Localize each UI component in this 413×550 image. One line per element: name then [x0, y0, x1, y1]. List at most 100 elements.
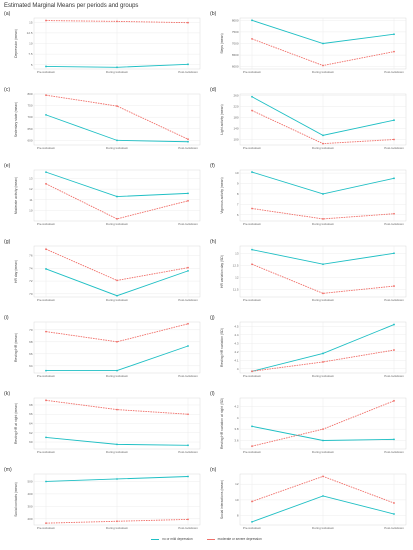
- y-tick-label: 10: [235, 171, 239, 175]
- panel-label: (n): [210, 467, 217, 473]
- y-tick-label: 4.4: [234, 333, 239, 337]
- data-point: [45, 171, 47, 174]
- y-tick-label: 140: [233, 126, 238, 130]
- x-tick-label: Post-lockdown: [384, 222, 404, 226]
- data-point: [322, 263, 324, 266]
- y-tick-label: 10: [235, 498, 239, 502]
- panel-label: (j): [210, 315, 215, 321]
- x-tick-label: During lockdown: [106, 526, 129, 530]
- data-point: [322, 193, 324, 195]
- data-point: [322, 428, 324, 431]
- data-point: [116, 105, 118, 107]
- data-point: [187, 63, 189, 66]
- y-tick-label: 3.8: [234, 427, 239, 431]
- x-tick-label: During lockdown: [312, 298, 335, 302]
- data-point: [393, 502, 395, 504]
- data-point: [187, 138, 189, 141]
- panel-label: (c): [4, 87, 10, 93]
- data-point: [251, 520, 253, 523]
- y-tick-label: 74: [29, 266, 33, 270]
- chart-panel: (h) 11.5 12 12.5 13 Pre-lockdown During lockdo…: [210, 239, 407, 302]
- y-tick-label: 68: [29, 403, 33, 407]
- data-point: [322, 218, 324, 220]
- panel-label: (k): [4, 391, 10, 397]
- series-line: [251, 349, 395, 372]
- chart-panel: (g) 70 72 74 76 Pre-lockdown During lockdown Po…: [4, 239, 201, 302]
- data-point: [251, 207, 253, 210]
- y-axis-title: Resting HR variation (SD): [220, 328, 224, 367]
- data-point: [45, 268, 47, 270]
- y-tick-label: 64: [29, 422, 33, 426]
- y-tick-label: 11.5: [233, 288, 239, 292]
- chart-panel: (k) 60 62 64 66 68 Pre-lockdown During lockdown…: [4, 391, 201, 454]
- x-tick-label: Post-lockdown: [178, 70, 198, 74]
- y-tick-label: 400: [27, 492, 32, 496]
- series-line: [251, 263, 395, 294]
- y-tick-label: 12: [29, 187, 33, 191]
- x-tick-label: Post-lockdown: [178, 374, 198, 378]
- data-point: [187, 444, 189, 447]
- data-point: [187, 475, 189, 478]
- series-line: [45, 323, 189, 343]
- y-axis-title: Steps (mean): [220, 33, 224, 53]
- data-point: [187, 140, 189, 143]
- y-axis-title: Light activity (mean): [220, 104, 224, 134]
- data-point: [116, 20, 118, 23]
- y-tick-label: 4: [237, 416, 239, 420]
- y-tick-label: 4.2: [234, 350, 239, 354]
- x-tick-label: During lockdown: [106, 70, 129, 74]
- y-tick-label: 72: [29, 279, 33, 283]
- x-tick-label: During lockdown: [106, 374, 129, 378]
- panel-label: (h): [210, 239, 217, 245]
- data-point: [251, 19, 253, 22]
- x-tick-label: Post-lockdown: [178, 222, 198, 226]
- y-tick-label: 7500: [232, 30, 239, 34]
- y-tick-label: 260: [233, 93, 238, 97]
- series-line: [45, 94, 189, 140]
- data-point: [45, 522, 47, 525]
- y-axis-title: Resting HR (mean): [14, 333, 18, 362]
- data-point: [393, 285, 395, 287]
- data-point: [116, 294, 118, 297]
- y-tick-label: 68: [29, 340, 33, 344]
- data-point: [116, 217, 118, 220]
- y-tick-label: 180: [233, 115, 238, 119]
- y-tick-label: 9: [237, 182, 239, 186]
- chart-panel: (a) 5 7.5 10 12.5 15 Pre-lockdown During lockdo…: [4, 11, 201, 74]
- data-point: [45, 94, 47, 97]
- chart-panel: (f) 6 7 8 9 10 Pre-lockdown During lockdown Post…: [210, 163, 407, 226]
- x-tick-label: Pre-lockdown: [37, 70, 56, 74]
- data-point: [393, 513, 395, 515]
- data-point: [322, 64, 324, 67]
- y-tick-label: 12.5: [233, 263, 239, 267]
- y-axis-title: Resting HR variation at night (SD): [220, 398, 224, 449]
- y-tick-label: 12: [235, 276, 239, 280]
- x-tick-label: Pre-lockdown: [37, 298, 56, 302]
- data-point: [45, 436, 47, 439]
- y-tick-label: 650: [27, 127, 32, 131]
- legend-item-mild: no or mild depression: [151, 537, 193, 541]
- y-tick-label: 13: [29, 177, 33, 181]
- data-point: [251, 37, 253, 40]
- data-point: [393, 119, 395, 122]
- x-tick-label: Pre-lockdown: [37, 374, 56, 378]
- data-point: [45, 330, 47, 333]
- data-point: [116, 520, 118, 523]
- legend-label-severe: moderate or severe depression: [217, 537, 262, 541]
- data-point: [322, 142, 324, 145]
- data-point: [187, 518, 189, 521]
- y-tick-label: 750: [27, 104, 32, 108]
- x-tick-label: Pre-lockdown: [37, 450, 56, 454]
- y-tick-label: 4: [237, 367, 239, 371]
- data-point: [116, 279, 118, 282]
- x-tick-label: During lockdown: [312, 70, 335, 74]
- y-tick-label: 64: [29, 364, 33, 368]
- chart-panel: (j) 4 4.1 4.2 4.3 4.4 4.5 Pre-lockdown During lo…: [210, 315, 407, 378]
- y-tick-label: 12.5: [27, 31, 33, 35]
- data-point: [393, 252, 395, 255]
- data-point: [251, 370, 253, 373]
- data-point: [393, 349, 395, 351]
- y-tick-label: 76: [29, 254, 33, 258]
- x-tick-label: Post-lockdown: [384, 526, 404, 530]
- y-tick-label: 4.5: [234, 324, 239, 328]
